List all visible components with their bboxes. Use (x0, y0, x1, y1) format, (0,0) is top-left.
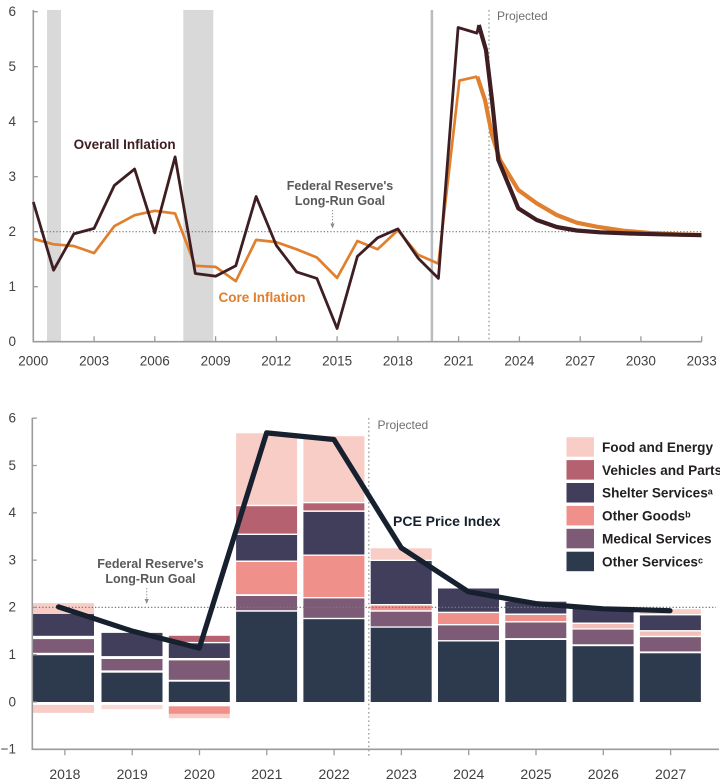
svg-text:Medical Services: Medical Services (602, 532, 712, 547)
svg-text:5: 5 (8, 59, 16, 74)
svg-text:Long-Run Goal: Long-Run Goal (105, 572, 195, 586)
svg-text:Shelter Servicesa: Shelter Servicesa (602, 486, 714, 501)
svg-text:2: 2 (8, 600, 16, 615)
svg-text:2026: 2026 (588, 766, 619, 782)
svg-text:Core Inflation: Core Inflation (219, 290, 306, 305)
svg-text:0: 0 (8, 694, 16, 709)
svg-text:Federal Reserve's: Federal Reserve's (287, 179, 394, 193)
svg-text:2012: 2012 (261, 354, 291, 369)
svg-text:Projected: Projected (378, 418, 429, 432)
svg-text:−1: −1 (1, 742, 16, 757)
svg-text:Overall Inflation: Overall Inflation (74, 137, 176, 152)
svg-text:2021: 2021 (444, 354, 474, 369)
svg-text:Vehicles and Parts: Vehicles and Parts (602, 463, 720, 478)
svg-text:2003: 2003 (79, 354, 109, 369)
svg-text:Federal Reserve's: Federal Reserve's (97, 557, 204, 571)
svg-text:2009: 2009 (201, 354, 231, 369)
svg-text:6: 6 (8, 411, 16, 426)
svg-text:Projected: Projected (497, 9, 548, 23)
svg-text:2: 2 (8, 224, 16, 239)
svg-text:2018: 2018 (49, 766, 80, 782)
svg-text:6: 6 (8, 4, 16, 19)
svg-text:Other Servicesc: Other Servicesc (602, 554, 703, 569)
svg-text:2025: 2025 (520, 766, 551, 782)
svg-text:Long-Run Goal: Long-Run Goal (295, 194, 385, 208)
svg-text:2022: 2022 (319, 766, 350, 782)
svg-text:2033: 2033 (687, 354, 717, 369)
svg-text:4: 4 (8, 505, 16, 520)
svg-text:2000: 2000 (18, 354, 48, 369)
svg-text:2027: 2027 (565, 354, 595, 369)
svg-text:2018: 2018 (383, 354, 413, 369)
svg-text:2024: 2024 (453, 766, 484, 782)
svg-text:2027: 2027 (655, 766, 686, 782)
svg-text:2023: 2023 (386, 766, 417, 782)
svg-text:2030: 2030 (626, 354, 656, 369)
svg-text:PCE Price Index: PCE Price Index (393, 513, 501, 529)
svg-text:2020: 2020 (184, 766, 215, 782)
svg-text:0: 0 (8, 334, 16, 349)
svg-text:3: 3 (8, 552, 16, 567)
svg-text:Other Goodsb: Other Goodsb (602, 509, 691, 524)
svg-text:3: 3 (8, 169, 16, 184)
svg-text:4: 4 (8, 114, 16, 129)
svg-text:2006: 2006 (140, 354, 170, 369)
svg-text:1: 1 (8, 647, 16, 662)
svg-text:Food and Energy: Food and Energy (602, 440, 713, 455)
svg-text:2019: 2019 (117, 766, 148, 782)
svg-text:1: 1 (8, 279, 16, 294)
svg-text:2021: 2021 (251, 766, 282, 782)
svg-text:2024: 2024 (504, 354, 535, 369)
svg-text:5: 5 (8, 458, 16, 473)
svg-text:2015: 2015 (322, 354, 352, 369)
